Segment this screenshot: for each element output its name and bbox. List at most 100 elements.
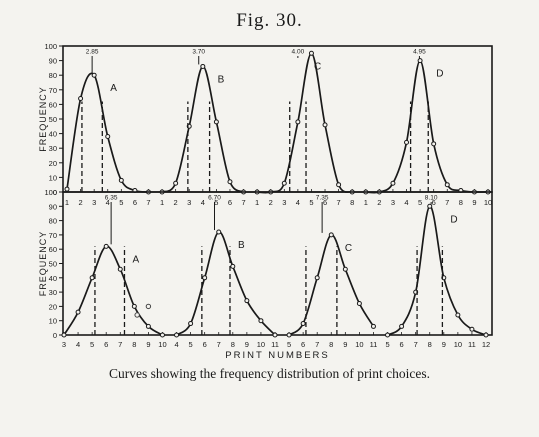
x-tick-label: 5: [385, 340, 389, 349]
series-label: C: [345, 243, 352, 254]
x-tick-label: 4: [106, 198, 110, 207]
x-tick-label: 8: [459, 198, 463, 207]
mean-label: 3.70: [192, 49, 205, 56]
data-point: [103, 243, 109, 249]
data-point: [78, 96, 84, 102]
data-point: [145, 323, 151, 329]
series-curve: [365, 59, 489, 194]
y-tick-label: 90: [49, 57, 57, 66]
data-point: [390, 180, 396, 186]
series-label: D: [436, 69, 443, 80]
y-tick-label: 40: [49, 274, 57, 283]
x-tick-label: 1: [255, 198, 259, 207]
data-point: [342, 266, 348, 272]
x-tick-label: 7: [315, 340, 319, 349]
y-axis-title: FREQUENCY: [38, 86, 48, 152]
data-point: [469, 326, 475, 332]
series-a: 2.85 A: [64, 49, 151, 195]
data-point: [314, 275, 320, 281]
data-point: [131, 303, 137, 309]
x-tick-label: 6: [203, 340, 207, 349]
x-tick-label: 11: [271, 340, 279, 349]
y-tick-label: 60: [49, 100, 57, 109]
data-point: [385, 332, 391, 338]
x-tick-label: 7: [217, 340, 221, 349]
x-tick-label: 8: [329, 340, 333, 349]
data-point: [117, 266, 123, 272]
data-point: [188, 321, 194, 327]
x-tick-label: 5: [309, 198, 313, 207]
series-label: A: [132, 254, 139, 265]
x-tick-label: 9: [472, 198, 476, 207]
y-tick-label: 70: [49, 86, 57, 95]
data-point: [105, 134, 111, 140]
x-tick-label: 5: [214, 198, 218, 207]
data-point: [444, 182, 450, 188]
x-tick-label: 6: [104, 340, 108, 349]
data-point: [230, 263, 236, 269]
data-point: [336, 182, 342, 188]
y-tick-label: 50: [49, 260, 57, 269]
x-tick-label: 2: [269, 198, 273, 207]
y-tick-label: 20: [49, 159, 57, 168]
x-tick-label: 6: [432, 198, 436, 207]
y-tick-label: 70: [49, 231, 57, 240]
x-tick-label: 8: [428, 340, 432, 349]
series-a: 6.35 A: [61, 195, 165, 338]
x-tick-label: 8: [350, 198, 354, 207]
y-tick-label: 80: [49, 71, 57, 80]
mean-label: 6.35: [105, 195, 118, 202]
data-point: [483, 332, 489, 338]
figure-title: Fig. 30.: [236, 10, 303, 31]
x-tick-label: 1: [65, 198, 69, 207]
x-tick-label: 5: [287, 340, 291, 349]
mean-label: 7.35: [316, 195, 329, 202]
data-point: [272, 332, 278, 338]
data-point: [202, 275, 208, 281]
x-tick-label: 12: [482, 340, 490, 349]
x-tick-label: 5: [90, 340, 94, 349]
y-tick-label: 30: [49, 288, 57, 297]
x-tick-label: 10: [484, 198, 492, 207]
stray-point: [134, 312, 140, 318]
x-tick-label: 5: [418, 198, 422, 207]
data-point: [200, 63, 206, 69]
x-tick-label: 8: [132, 340, 136, 349]
data-point: [118, 177, 124, 183]
x-tick-label: 11: [468, 340, 476, 349]
x-tick-label: 6: [228, 198, 232, 207]
x-tick-label: 7: [118, 340, 122, 349]
data-point: [399, 323, 405, 329]
x-tick-label: 2: [377, 198, 381, 207]
series-b: 6.70 B: [174, 195, 278, 338]
data-point: [281, 180, 287, 186]
y-tick-label: 80: [49, 217, 57, 226]
data-point: [308, 50, 314, 56]
data-point: [404, 139, 410, 145]
x-tick-label: 6: [400, 340, 404, 349]
data-point: [417, 58, 423, 64]
x-tick-label: 6: [133, 198, 137, 207]
data-point: [258, 318, 264, 324]
series-curve: [161, 65, 245, 193]
y-tick-label: 60: [49, 245, 57, 254]
x-tick-label: 4: [201, 198, 205, 207]
series-c: 4.00 C: [254, 49, 355, 195]
data-point: [227, 179, 233, 185]
x-tick-label: 4: [174, 340, 178, 349]
data-point: [64, 186, 70, 192]
data-point: [431, 141, 437, 147]
x-tick-label: 9: [343, 340, 347, 349]
x-tick-label: 9: [442, 340, 446, 349]
data-point: [213, 119, 219, 125]
series-label: B: [238, 240, 245, 251]
x-tick-label: 10: [355, 340, 363, 349]
x-tick-label: 8: [231, 340, 235, 349]
mean-label: 8.10: [425, 195, 438, 202]
series-b: 3.70 B: [159, 49, 247, 195]
x-tick-label: 7: [146, 198, 150, 207]
figure-caption: Curves showing the frequency distributio…: [109, 366, 430, 381]
y-tick-label: 50: [49, 115, 57, 124]
series-d: 4.95 D: [363, 49, 491, 195]
